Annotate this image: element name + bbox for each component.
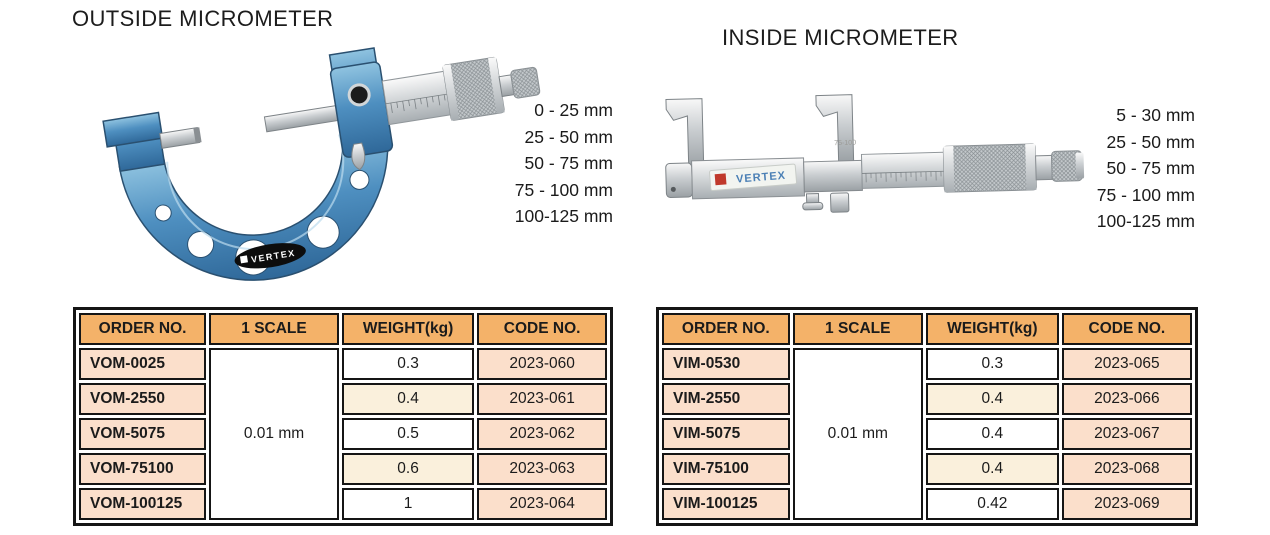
code-no-cell: 2023-064: [477, 488, 607, 520]
code-no-cell: 2023-061: [477, 383, 607, 415]
column-header: ORDER NO.: [662, 313, 790, 345]
size-range: 75 - 100 mm: [1096, 184, 1195, 205]
right-jaw: [815, 94, 855, 164]
weight-cell: 0.4: [925, 383, 1059, 415]
range-marking: 75-100: [834, 140, 856, 148]
left-jaw: [665, 98, 705, 170]
column-header: CODE NO.: [477, 313, 607, 345]
weight-cell: 0.4: [925, 453, 1059, 485]
frame-hole: [349, 169, 370, 190]
frame-hole: [154, 204, 172, 222]
table-row: VIM-75100 0.4 2023-068: [662, 453, 1192, 485]
column-header: WEIGHT(kg): [341, 313, 475, 345]
size-range: 50 - 75 mm: [1106, 158, 1196, 178]
code-no-cell: 2023-065: [1061, 348, 1192, 380]
size-range: 100-125 mm: [514, 206, 613, 226]
inside-micrometer-image: 75-100 VERTEX: [665, 94, 1085, 213]
frame-hole: [187, 231, 215, 259]
outside-micrometer-title: OUTSIDE MICROMETER: [72, 6, 334, 31]
size-range: 25 - 50 mm: [524, 126, 614, 147]
order-no-cell: VOM-75100: [79, 453, 207, 485]
lock-ring: [347, 83, 371, 107]
outside-micrometer-image: VERTEX: [102, 47, 541, 281]
weight-cell: 0.5: [341, 418, 475, 450]
inside-spec-table: ORDER NO. 1 SCALE WEIGHT(kg) CODE NO. VIM-05…: [656, 307, 1198, 526]
column-header: 1 SCALE: [792, 313, 923, 345]
column-header: WEIGHT(kg): [925, 313, 1059, 345]
weight-cell: 0.3: [925, 348, 1059, 380]
clamp-knob: [830, 192, 850, 213]
connector-tube: [803, 159, 863, 193]
table-row: VIM-100125 0.42 2023-069: [662, 488, 1192, 520]
table-row: VIM-2550 0.4 2023-066: [662, 383, 1192, 415]
anvil-block: [102, 111, 164, 148]
code-no-cell: 2023-062: [477, 418, 607, 450]
outside-size-list: 0 - 25 mm 25 - 50 mm 50 - 75 mm 75 - 100 mm…: [473, 97, 613, 230]
table-row: VOM-75100 0.6 2023-063: [79, 453, 607, 485]
anvil: [159, 127, 201, 149]
inside-micrometer-title: INSIDE MICROMETER: [722, 25, 959, 50]
column-header: ORDER NO.: [79, 313, 207, 345]
brand-sticker: [709, 163, 798, 191]
order-no-cell: VOM-0025: [79, 348, 207, 380]
thimble: [942, 143, 1037, 193]
order-no-cell: VIM-100125: [662, 488, 790, 520]
brand-logo-mark: [714, 173, 727, 186]
lock-lever: [351, 142, 366, 171]
ratchet-neck: [1035, 154, 1053, 181]
weight-cell: 0.4: [925, 418, 1059, 450]
order-no-cell: VOM-100125: [79, 488, 207, 520]
table-row: VOM-100125 1 2023-064: [79, 488, 607, 520]
code-no-cell: 2023-063: [477, 453, 607, 485]
size-range: 75 - 100 mm: [514, 179, 613, 200]
table-row: VOM-0025 0.01 mm 0.3 2023-060: [79, 348, 607, 520]
weight-cell: 0.4: [341, 383, 475, 415]
weight-cell: 1: [341, 488, 475, 520]
order-no-cell: VIM-0530: [662, 348, 790, 380]
size-range: 0 - 25 mm: [534, 100, 613, 120]
size-range: 50 - 75 mm: [524, 153, 614, 173]
ratchet-stop: [510, 66, 541, 99]
spindle: [263, 103, 347, 133]
set-screw: [802, 193, 824, 211]
order-no-cell: VIM-5075: [662, 418, 790, 450]
size-range: 25 - 50 mm: [1106, 131, 1196, 152]
brand-badge: [234, 243, 306, 269]
order-no-cell: VOM-5075: [79, 418, 207, 450]
outside-spec-table: ORDER NO. 1 SCALE WEIGHT(kg) CODE NO. VOM-00…: [73, 307, 613, 526]
table-row: VIM-5075 0.4 2023-067: [662, 418, 1192, 450]
size-range: 100-125 mm: [1096, 211, 1195, 231]
size-range: 5 - 30 mm: [1116, 105, 1195, 125]
weight-cell: 0.42: [925, 488, 1059, 520]
code-no-cell: 2023-068: [1061, 453, 1192, 485]
column-header: 1 SCALE: [209, 313, 339, 345]
table-row: VOM-2550 0.4 2023-061: [79, 383, 607, 415]
column-header: CODE NO.: [1061, 313, 1192, 345]
scale-cell: 0.01 mm: [792, 348, 923, 520]
end-cap: [665, 162, 693, 198]
order-no-cell: VOM-2550: [79, 383, 207, 415]
order-no-cell: VIM-75100: [662, 453, 790, 485]
sleeve: [381, 70, 451, 126]
table-row: VIM-0530 0.01 mm 0.3 2023-065: [662, 348, 1192, 520]
scale-cell: 0.01 mm: [209, 348, 339, 520]
weight-cell: 0.3: [341, 348, 475, 380]
order-no-cell: VIM-2550: [662, 383, 790, 415]
outside-micrometer-drawing: VERTEX: [102, 47, 541, 281]
weight-cell: 0.6: [341, 453, 475, 485]
sleeve: [860, 151, 945, 189]
inside-micrometer-drawing: 75-100 VERTEX: [665, 94, 1085, 213]
frame-hole: [306, 215, 340, 249]
code-no-cell: 2023-069: [1061, 488, 1192, 520]
inside-size-list: 5 - 30 mm 25 - 50 mm 50 - 75 mm 75 - 100 mm…: [1055, 102, 1195, 235]
code-no-cell: 2023-067: [1061, 418, 1192, 450]
table-row: VOM-5075 0.5 2023-062: [79, 418, 607, 450]
code-no-cell: 2023-060: [477, 348, 607, 380]
code-no-cell: 2023-066: [1061, 383, 1192, 415]
brand-label: VERTEX: [736, 170, 787, 186]
